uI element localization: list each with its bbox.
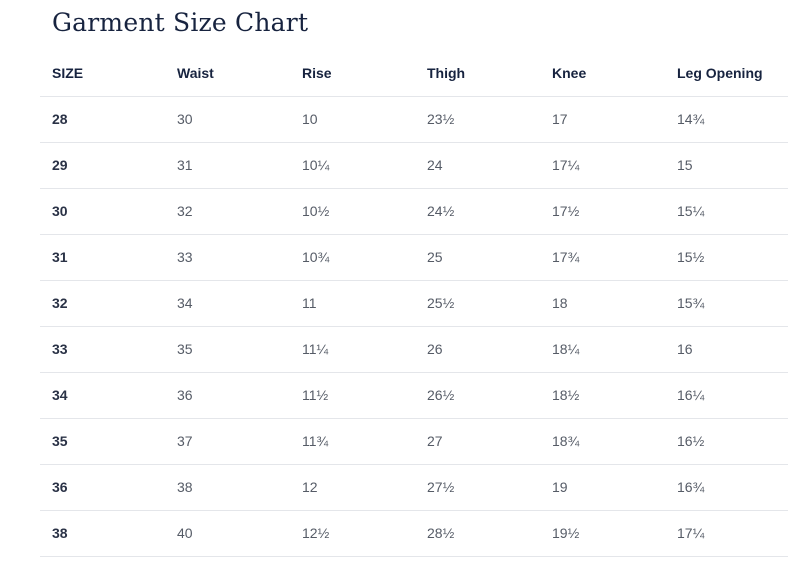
cell-waist: 38 xyxy=(165,464,290,511)
cell-size: 38 xyxy=(40,510,165,557)
table-row: 32 34 11 25½ 18 15¾ xyxy=(40,280,788,327)
cell-size: 33 xyxy=(40,326,165,373)
header-size: SIZE xyxy=(40,50,165,97)
cell-size: 30 xyxy=(40,188,165,235)
cell-size: 35 xyxy=(40,418,165,465)
cell-thigh: 28½ xyxy=(415,510,540,557)
cell-thigh: 23½ xyxy=(415,96,540,143)
cell-leg-opening: 16¼ xyxy=(665,372,788,419)
cell-leg-opening: 15¾ xyxy=(665,280,788,327)
cell-knee: 18¾ xyxy=(540,418,665,465)
cell-size: 28 xyxy=(40,96,165,143)
cell-rise: 10½ xyxy=(290,188,415,235)
cell-rise: 12 xyxy=(290,464,415,511)
cell-size: 32 xyxy=(40,280,165,327)
cell-leg-opening: 16½ xyxy=(665,418,788,465)
table-row: 34 36 11½ 26½ 18½ 16¼ xyxy=(40,372,788,419)
cell-waist: 33 xyxy=(165,234,290,281)
header-knee: Knee xyxy=(540,50,665,97)
cell-thigh: 25 xyxy=(415,234,540,281)
cell-rise: 11½ xyxy=(290,372,415,419)
cell-thigh: 27½ xyxy=(415,464,540,511)
cell-thigh: 24½ xyxy=(415,188,540,235)
cell-leg-opening: 15½ xyxy=(665,234,788,281)
header-waist: Waist xyxy=(165,50,290,97)
cell-thigh: 25½ xyxy=(415,280,540,327)
cell-knee: 19 xyxy=(540,464,665,511)
table-row: 29 31 10¼ 24 17¼ 15 xyxy=(40,142,788,189)
cell-size: 29 xyxy=(40,142,165,189)
cell-rise: 11¼ xyxy=(290,326,415,373)
cell-knee: 17 xyxy=(540,96,665,143)
table-row: 28 30 10 23½ 17 14¾ xyxy=(40,96,788,143)
cell-thigh: 27 xyxy=(415,418,540,465)
cell-rise: 11 xyxy=(290,280,415,327)
cell-waist: 34 xyxy=(165,280,290,327)
cell-leg-opening: 14¾ xyxy=(665,96,788,143)
size-chart-table: SIZE Waist Rise Thigh Knee Leg Opening 2… xyxy=(40,50,788,557)
cell-thigh: 26 xyxy=(415,326,540,373)
header-leg-opening: Leg Opening xyxy=(665,50,788,97)
table-header-row: SIZE Waist Rise Thigh Knee Leg Opening xyxy=(40,50,788,97)
cell-knee: 17¾ xyxy=(540,234,665,281)
table-row: 31 33 10¾ 25 17¾ 15½ xyxy=(40,234,788,281)
cell-waist: 31 xyxy=(165,142,290,189)
cell-waist: 30 xyxy=(165,96,290,143)
cell-waist: 36 xyxy=(165,372,290,419)
table-body: 28 30 10 23½ 17 14¾ 29 31 10¼ 24 17¼ 15 30 32 10½ 24½ 17… xyxy=(40,96,788,557)
cell-waist: 35 xyxy=(165,326,290,373)
page-title: Garment Size Chart xyxy=(52,8,309,37)
table-row: 30 32 10½ 24½ 17½ 15¼ xyxy=(40,188,788,235)
cell-leg-opening: 15 xyxy=(665,142,788,189)
cell-knee: 18 xyxy=(540,280,665,327)
cell-leg-opening: 15¼ xyxy=(665,188,788,235)
header-rise: Rise xyxy=(290,50,415,97)
table-row: 38 40 12½ 28½ 19½ 17¼ xyxy=(40,510,788,557)
cell-thigh: 26½ xyxy=(415,372,540,419)
cell-knee: 17½ xyxy=(540,188,665,235)
cell-knee: 18½ xyxy=(540,372,665,419)
cell-waist: 32 xyxy=(165,188,290,235)
table-row: 36 38 12 27½ 19 16¾ xyxy=(40,464,788,511)
cell-size: 31 xyxy=(40,234,165,281)
table-row: 35 37 11¾ 27 18¾ 16½ xyxy=(40,418,788,465)
cell-leg-opening: 16¾ xyxy=(665,464,788,511)
cell-size: 36 xyxy=(40,464,165,511)
cell-leg-opening: 17¼ xyxy=(665,510,788,557)
cell-waist: 40 xyxy=(165,510,290,557)
cell-leg-opening: 16 xyxy=(665,326,788,373)
cell-rise: 10¼ xyxy=(290,142,415,189)
header-thigh: Thigh xyxy=(415,50,540,97)
cell-thigh: 24 xyxy=(415,142,540,189)
cell-rise: 10 xyxy=(290,96,415,143)
cell-rise: 12½ xyxy=(290,510,415,557)
cell-size: 34 xyxy=(40,372,165,419)
cell-rise: 11¾ xyxy=(290,418,415,465)
table-row: 33 35 11¼ 26 18¼ 16 xyxy=(40,326,788,373)
cell-knee: 19½ xyxy=(540,510,665,557)
cell-rise: 10¾ xyxy=(290,234,415,281)
cell-knee: 18¼ xyxy=(540,326,665,373)
cell-knee: 17¼ xyxy=(540,142,665,189)
cell-waist: 37 xyxy=(165,418,290,465)
